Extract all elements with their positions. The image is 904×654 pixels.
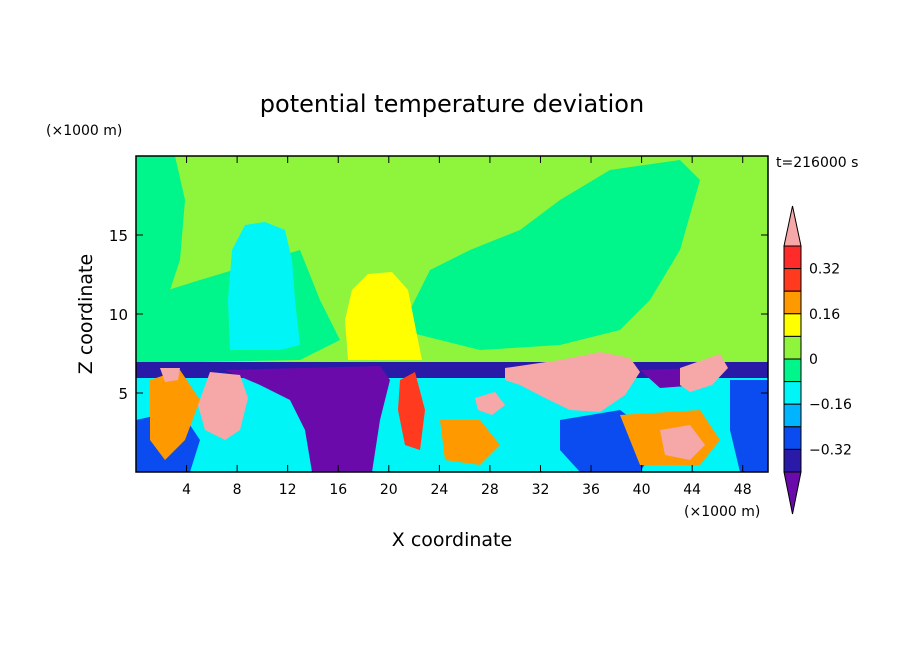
cool-band xyxy=(730,380,768,472)
colorbar-extend-min xyxy=(783,471,802,515)
x-tick-label: 4 xyxy=(182,482,191,498)
colorbar-swatch xyxy=(783,358,802,383)
y-axis: 5 10 15 xyxy=(109,227,768,403)
colorbar-swatch xyxy=(783,245,802,270)
colorbar: 0.32 0.16 0 −0.16 −0.32 xyxy=(783,205,852,515)
x-tick-label: 28 xyxy=(481,482,499,498)
x-tick-label: 32 xyxy=(532,482,550,498)
time-label: t=216000 s xyxy=(776,155,858,171)
warm-band xyxy=(440,420,500,465)
x-tick-label: 36 xyxy=(582,482,600,498)
x-tick-label: 20 xyxy=(380,482,398,498)
upper-cool-region xyxy=(400,160,700,350)
x-axis: 4 8 12 16 20 24 28 32 36 40 44 48 xyxy=(182,156,752,498)
colorbar-swatch xyxy=(783,290,802,315)
x-tick-label: 16 xyxy=(329,482,347,498)
plot-area xyxy=(136,156,768,472)
warm-anomaly xyxy=(680,354,728,392)
warm-band xyxy=(150,370,200,460)
warm-anomaly xyxy=(475,392,505,415)
warm-anomaly xyxy=(505,352,640,412)
colorbar-swatch xyxy=(783,448,802,473)
x-tick-label: 12 xyxy=(279,482,297,498)
y-axis-title: Z coordinate xyxy=(75,254,97,374)
warm-anomaly xyxy=(660,425,705,460)
colorbar-label: −0.16 xyxy=(809,397,852,413)
y-unit-label: (×1000 m) xyxy=(46,123,122,139)
colorbar-label: −0.32 xyxy=(809,442,852,458)
colorbar-swatch xyxy=(783,381,802,405)
x-tick-label: 48 xyxy=(734,482,752,498)
colorbar-swatch xyxy=(783,313,802,337)
warm-anomaly xyxy=(198,372,248,440)
warm-anomaly xyxy=(160,368,180,382)
x-tick-label: 24 xyxy=(430,482,448,498)
y-tick-label: 15 xyxy=(109,227,128,245)
x-axis-title: X coordinate xyxy=(392,529,512,551)
colorbar-swatch xyxy=(783,335,802,360)
cool-column xyxy=(228,222,300,350)
y-tick-label: 10 xyxy=(109,306,128,324)
y-tick-label: 5 xyxy=(118,385,128,403)
x-tick-label: 40 xyxy=(633,482,651,498)
colorbar-swatch xyxy=(783,426,802,450)
colorbar-label: 0.32 xyxy=(809,262,840,278)
x-tick-label: 8 xyxy=(233,482,242,498)
x-unit-label: (×1000 m) xyxy=(684,504,760,520)
warm-bubble xyxy=(345,272,422,360)
warm-band xyxy=(398,372,425,450)
cold-pool xyxy=(225,366,390,472)
colorbar-swatch xyxy=(783,268,802,292)
colorbar-swatch xyxy=(783,403,802,428)
x-tick-label: 44 xyxy=(683,482,701,498)
chart-title: potential temperature deviation xyxy=(260,90,644,118)
colorbar-label: 0 xyxy=(809,352,818,368)
upper-cool-region xyxy=(136,156,185,305)
colorbar-label: 0.16 xyxy=(809,307,840,323)
colorbar-extend-max xyxy=(783,205,802,247)
